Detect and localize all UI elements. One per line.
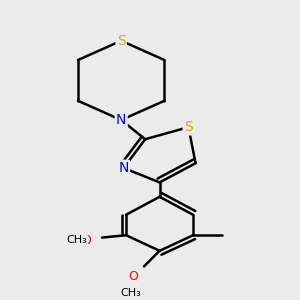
Text: S: S xyxy=(117,34,126,48)
Text: O: O xyxy=(82,233,91,247)
Text: S: S xyxy=(184,120,193,134)
Text: N: N xyxy=(118,161,129,175)
Text: O: O xyxy=(128,269,138,283)
Text: CH₃: CH₃ xyxy=(120,288,141,298)
Text: CH₃: CH₃ xyxy=(66,235,87,245)
Text: N: N xyxy=(116,113,126,127)
